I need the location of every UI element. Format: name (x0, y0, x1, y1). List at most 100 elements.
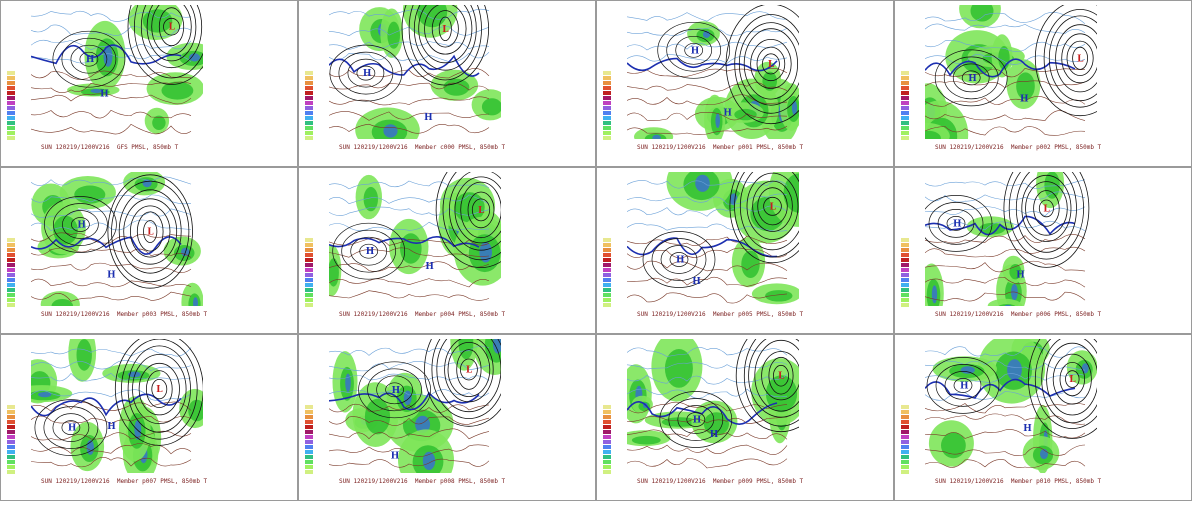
precip-area (762, 71, 777, 91)
temperature-contour (627, 54, 788, 64)
legend-swatch (305, 273, 313, 277)
precip-area (1040, 448, 1048, 460)
precip-area (422, 451, 436, 470)
temperature-contour (31, 194, 192, 205)
legend-swatch (305, 465, 313, 469)
isobar (1021, 174, 1072, 242)
isobar (454, 176, 501, 244)
temperature-contour (925, 373, 1086, 383)
temperature-contour (31, 291, 192, 302)
temperature-contour (627, 347, 788, 357)
legend-swatch (7, 278, 15, 282)
legend-swatch (603, 121, 611, 125)
legend-swatch (7, 243, 15, 247)
temperature-contour (329, 111, 490, 121)
legend-swatch (901, 111, 909, 115)
legend-swatch (901, 126, 909, 130)
isobar (127, 345, 191, 433)
temperature-contour (925, 179, 1086, 189)
high-pressure-marker: H (363, 69, 372, 79)
temperature-contour (925, 260, 1086, 273)
legend-swatch (901, 106, 909, 110)
legend-swatch (603, 81, 611, 85)
precip-area (479, 241, 492, 263)
high-pressure-marker: H (424, 113, 433, 123)
isobar (1065, 370, 1080, 388)
temperature-contour (31, 176, 192, 186)
isobar (356, 65, 376, 81)
color-scale-legend (7, 238, 15, 320)
temperature-contour (627, 416, 788, 425)
temperature-contour (925, 345, 1086, 358)
temperature-contour (925, 291, 1086, 302)
precip-area (417, 5, 448, 28)
legend-swatch (901, 450, 909, 454)
temperature-contour (31, 430, 192, 441)
isobar (146, 5, 197, 62)
isobar (71, 217, 90, 232)
isobar (471, 198, 491, 222)
legend-swatch (901, 455, 909, 459)
isobar (442, 172, 501, 261)
temperature-contour (31, 123, 192, 135)
precip-area (161, 81, 194, 100)
legend-swatch (603, 131, 611, 135)
legend-swatch (7, 253, 15, 257)
panel-caption: SUN 120219/1200V216 Member p010 PMSL, 85… (935, 478, 1102, 485)
isobar (444, 339, 494, 403)
isobar (651, 238, 707, 281)
legend-swatch (7, 131, 15, 135)
temperature-contour (329, 180, 490, 190)
low-pressure-marker: L (1043, 204, 1050, 214)
low-pressure-marker: L (466, 366, 473, 376)
isobar (1003, 172, 1090, 268)
legend-swatch (901, 121, 909, 125)
isobar (734, 14, 799, 114)
legend-swatch (7, 465, 15, 469)
temperature-contour (329, 428, 490, 440)
precip-area (152, 115, 166, 130)
isobar (752, 180, 793, 232)
legend-swatch (603, 268, 611, 272)
legend-swatch (901, 425, 909, 429)
isobar (70, 44, 108, 74)
precip-area (1016, 72, 1035, 100)
precip-area (403, 390, 412, 405)
precip-area (765, 290, 793, 302)
temperature-contour (627, 260, 788, 272)
legend-swatch (603, 298, 611, 302)
isobar (127, 5, 203, 85)
legend-swatch (901, 420, 909, 424)
isobar (675, 35, 713, 65)
temperature-contour (627, 276, 788, 287)
legend-swatch (603, 303, 611, 307)
temperature-contour (925, 444, 1086, 456)
legend-swatch (901, 298, 909, 302)
legend-swatch (901, 238, 909, 242)
legend-swatch (7, 283, 15, 287)
legend-swatch (901, 470, 909, 474)
legend-swatch (7, 258, 15, 262)
isobar (761, 53, 780, 75)
temperature-contour (627, 11, 788, 22)
isobar (943, 56, 999, 100)
temperature-contour (31, 443, 192, 455)
panel-caption: SUN 120219/1200V216 Member p003 PMSL, 85… (41, 311, 208, 318)
panel-caption: SUN 120219/1200V216 Member p007 PMSL, 85… (41, 478, 208, 485)
legend-swatch (603, 293, 611, 297)
isobar (401, 5, 489, 86)
panel-caption: SUN 120219/1200V216 Member p002 PMSL, 85… (935, 144, 1102, 151)
freezing-line (627, 401, 778, 425)
isobar (1066, 40, 1094, 76)
legend-swatch (7, 91, 15, 95)
isobar (121, 339, 198, 440)
isobar (329, 44, 403, 102)
color-scale-legend (603, 238, 611, 320)
isobar (738, 22, 799, 106)
temperature-contour (925, 191, 1086, 203)
temperature-contour (925, 12, 1086, 25)
legend-swatch (7, 298, 15, 302)
weather-map: H H L (925, 339, 1097, 473)
isobar (944, 371, 982, 400)
precip-area (193, 297, 198, 306)
